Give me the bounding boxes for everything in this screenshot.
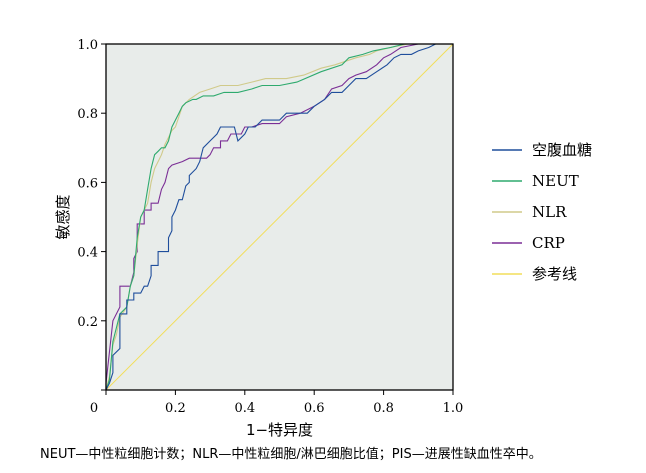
- y-tick-label: 0.4: [77, 246, 98, 261]
- y-axis-ticks: 1.0 0.8 0.6 0.4 0.2: [77, 38, 106, 391]
- x-tick-label: 0: [90, 401, 98, 416]
- x-tick-label: 0.8: [373, 401, 394, 416]
- y-tick-label: 0.8: [77, 107, 98, 122]
- x-axis-ticks: 0 0.2 0.4 0.6 0.8 1.0: [90, 390, 463, 416]
- x-tick-label: 0.6: [304, 401, 325, 416]
- roc-curves: [105, 43, 454, 391]
- legend-label: 空腹血糖: [532, 141, 592, 159]
- legend-label: CRP: [532, 234, 565, 252]
- y-tick-label: 0.2: [77, 315, 98, 330]
- x-tick-label: 0.2: [165, 401, 186, 416]
- x-axis-title: 1−特异度: [246, 421, 313, 439]
- legend-label: NEUT: [532, 172, 579, 190]
- curve-NEUT: [105, 43, 453, 391]
- legend-label: NLR: [532, 203, 567, 221]
- legend-label: 参考线: [532, 265, 577, 283]
- curve-CRP: [105, 43, 453, 390]
- curve-空腹血糖: [105, 43, 453, 391]
- y-tick-label: 0.6: [77, 176, 98, 191]
- x-tick-label: 1.0: [443, 401, 464, 416]
- y-axis-title: 敏感度: [54, 194, 72, 239]
- x-tick-label: 0.4: [234, 401, 255, 416]
- legend: 空腹血糖 NEUT NLR CRP 参考线: [492, 141, 592, 283]
- curve-参考线: [105, 43, 454, 391]
- y-tick-label: 1.0: [77, 38, 98, 53]
- figure-caption: NEUT—中性粒细胞计数；NLR—中性粒细胞/淋巴细胞比值；PIS—进展性缺血性…: [40, 447, 542, 462]
- plot-frame: [105, 43, 454, 391]
